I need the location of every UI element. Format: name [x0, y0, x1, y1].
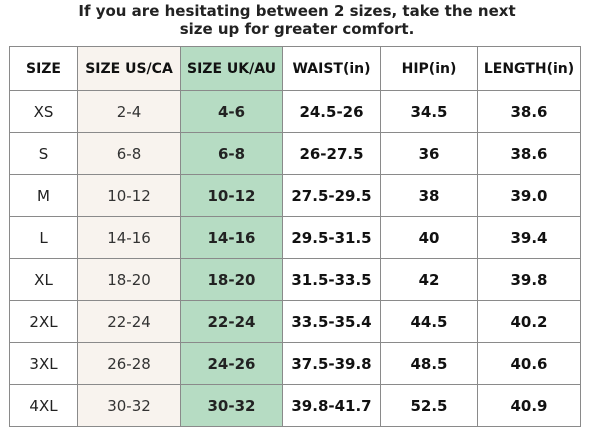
table-row: S 6-8 6-8 26-27.5 36 38.6 [9, 132, 581, 175]
cell-hip: 34.5 [380, 90, 478, 133]
cell-length: 40.6 [477, 342, 581, 385]
cell-length: 39.4 [477, 216, 581, 259]
cell-size-us-ca: 6-8 [77, 132, 181, 175]
header-size: SIZE [9, 46, 78, 91]
size-advice-note: If you are hesitating between 2 sizes, t… [0, 2, 594, 38]
cell-size-uk-au: 24-26 [180, 342, 283, 385]
cell-size-uk-au: 6-8 [180, 132, 283, 175]
cell-waist: 33.5-35.4 [282, 300, 381, 343]
cell-length: 40.2 [477, 300, 581, 343]
cell-size-uk-au: 18-20 [180, 258, 283, 301]
cell-hip: 42 [380, 258, 478, 301]
cell-size: XS [9, 90, 78, 133]
cell-waist: 27.5-29.5 [282, 174, 381, 217]
table-row: XS 2-4 4-6 24.5-26 34.5 38.6 [9, 90, 581, 133]
table-header-row: SIZE SIZE US/CA SIZE UK/AU WAIST(in) HIP… [9, 46, 581, 91]
cell-size: L [9, 216, 78, 259]
cell-size-uk-au: 4-6 [180, 90, 283, 133]
cell-waist: 39.8-41.7 [282, 384, 381, 427]
cell-waist: 26-27.5 [282, 132, 381, 175]
cell-size-uk-au: 22-24 [180, 300, 283, 343]
cell-hip: 36 [380, 132, 478, 175]
table-row: 4XL 30-32 30-32 39.8-41.7 52.5 40.9 [9, 384, 581, 427]
cell-length: 38.6 [477, 90, 581, 133]
cell-hip: 38 [380, 174, 478, 217]
table-row: XL 18-20 18-20 31.5-33.5 42 39.8 [9, 258, 581, 301]
cell-size: M [9, 174, 78, 217]
table-row: M 10-12 10-12 27.5-29.5 38 39.0 [9, 174, 581, 217]
size-chart-table: SIZE SIZE US/CA SIZE UK/AU WAIST(in) HIP… [9, 46, 581, 427]
table-row: 3XL 26-28 24-26 37.5-39.8 48.5 40.6 [9, 342, 581, 385]
cell-size-us-ca: 22-24 [77, 300, 181, 343]
header-length: LENGTH(in) [477, 46, 581, 91]
size-advice-line-2: size up for greater comfort. [179, 20, 415, 38]
cell-size-uk-au: 30-32 [180, 384, 283, 427]
cell-size: 2XL [9, 300, 78, 343]
cell-length: 40.9 [477, 384, 581, 427]
cell-length: 38.6 [477, 132, 581, 175]
cell-waist: 29.5-31.5 [282, 216, 381, 259]
cell-size-us-ca: 30-32 [77, 384, 181, 427]
cell-size-us-ca: 2-4 [77, 90, 181, 133]
size-advice-line-1: If you are hesitating between 2 sizes, t… [78, 2, 516, 20]
cell-length: 39.0 [477, 174, 581, 217]
cell-size-us-ca: 10-12 [77, 174, 181, 217]
header-size-us-ca: SIZE US/CA [77, 46, 181, 91]
cell-size: S [9, 132, 78, 175]
cell-hip: 44.5 [380, 300, 478, 343]
cell-waist: 24.5-26 [282, 90, 381, 133]
cell-hip: 40 [380, 216, 478, 259]
table-row: L 14-16 14-16 29.5-31.5 40 39.4 [9, 216, 581, 259]
cell-size-us-ca: 26-28 [77, 342, 181, 385]
header-size-uk-au: SIZE UK/AU [180, 46, 283, 91]
cell-size-us-ca: 14-16 [77, 216, 181, 259]
cell-size-uk-au: 14-16 [180, 216, 283, 259]
cell-hip: 52.5 [380, 384, 478, 427]
cell-length: 39.8 [477, 258, 581, 301]
cell-size: XL [9, 258, 78, 301]
cell-size: 4XL [9, 384, 78, 427]
cell-waist: 37.5-39.8 [282, 342, 381, 385]
header-waist: WAIST(in) [282, 46, 381, 91]
cell-size-us-ca: 18-20 [77, 258, 181, 301]
cell-hip: 48.5 [380, 342, 478, 385]
table-row: 2XL 22-24 22-24 33.5-35.4 44.5 40.2 [9, 300, 581, 343]
cell-size: 3XL [9, 342, 78, 385]
cell-waist: 31.5-33.5 [282, 258, 381, 301]
header-hip: HIP(in) [380, 46, 478, 91]
cell-size-uk-au: 10-12 [180, 174, 283, 217]
